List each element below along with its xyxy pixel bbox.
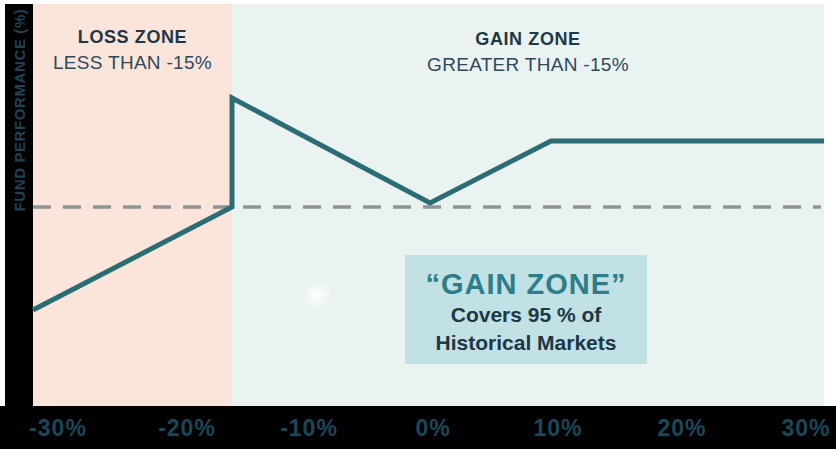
x-tick-label: -20% (158, 415, 216, 442)
y-axis-label-wrap: FUND PERFORMANCE (%) (5, 4, 33, 216)
y-axis-label: FUND PERFORMANCE (%) (11, 9, 28, 212)
loss-zone-heading: LOSS ZONE LESS THAN -15% (33, 27, 232, 74)
x-axis-bar: -30% -20% -10% 0% 10% 20% 30% (0, 406, 836, 449)
gain-zone-subtitle: GREATER THAN -15% (232, 54, 824, 76)
gain-zone-title: GAIN ZONE (232, 29, 824, 50)
x-tick-label: 20% (657, 415, 706, 442)
loss-zone-title: LOSS ZONE (33, 27, 232, 48)
fund-performance-zone-chart: FUND PERFORMANCE (%) LOSS ZONE LESS THAN… (0, 0, 836, 449)
x-tick-label: 10% (533, 415, 582, 442)
gain-zone-callout: “GAIN ZONE” Covers 95 % of Historical Ma… (405, 255, 647, 364)
x-tick-label: 30% (781, 415, 830, 442)
callout-line2: Historical Markets (405, 329, 647, 357)
callout-line1: Covers 95 % of (405, 301, 647, 329)
glow-dot (300, 278, 334, 312)
callout-title: “GAIN ZONE” (405, 268, 647, 301)
x-tick-label: 0% (415, 415, 450, 442)
loss-zone-subtitle: LESS THAN -15% (33, 52, 232, 74)
gain-zone-heading: GAIN ZONE GREATER THAN -15% (232, 29, 824, 76)
x-tick-label: -10% (280, 415, 338, 442)
x-tick-label: -30% (29, 415, 87, 442)
